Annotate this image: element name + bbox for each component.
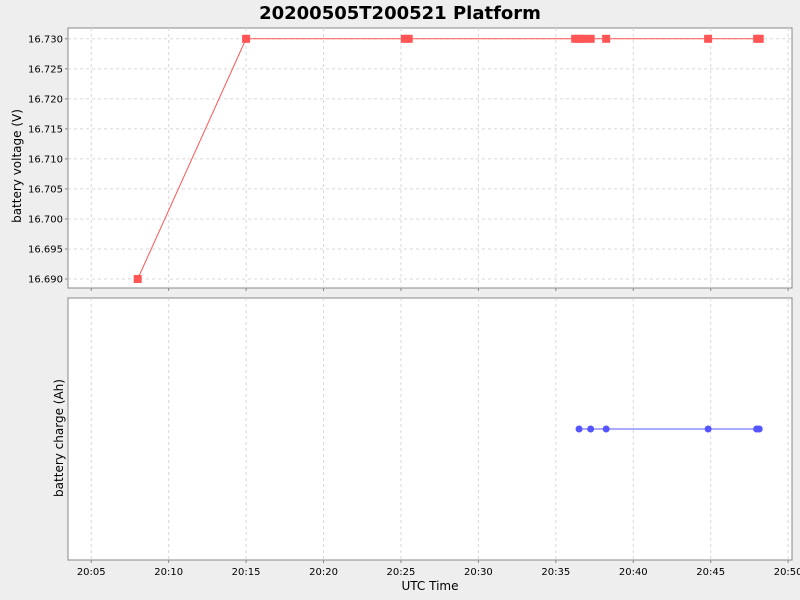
voltage-data-point: [704, 34, 713, 43]
charge-series: [575, 425, 763, 433]
x-tick-label: 20:35: [541, 567, 570, 578]
voltage-plot-area: [67, 27, 793, 289]
voltage-data-point: [586, 34, 595, 43]
charge-data-point: [704, 425, 712, 433]
voltage-y-tick-label: 16.695: [28, 244, 63, 255]
charge-data-point: [602, 425, 610, 433]
voltage-y-axis: 16.690 16.695 16.700 16.705 16.710 16.715 16.7…: [28, 34, 68, 285]
voltage-data-point: [133, 274, 142, 283]
x-tick-label: 20:10: [154, 567, 183, 578]
charge-panel: battery charge (Ah): [52, 297, 793, 561]
charge-data-point: [587, 425, 595, 433]
voltage-data-point: [755, 34, 764, 43]
voltage-y-tick-label: 16.690: [28, 274, 63, 285]
voltage-data-point: [242, 34, 251, 43]
voltage-data-point: [602, 34, 611, 43]
x-tick-label: 20:20: [309, 567, 338, 578]
voltage-y-tick-label: 16.710: [28, 154, 63, 165]
x-axis-label: UTC Time: [402, 579, 459, 593]
x-tick-label: 20:05: [77, 567, 106, 578]
x-axis: 20:05 20:10 20:15 20:20 20:25 20:30 20:35 20:40…: [77, 288, 800, 578]
voltage-y-tick-label: 16.725: [28, 64, 63, 75]
voltage-y-axis-label: battery voltage (V): [10, 109, 24, 223]
voltage-grid: [68, 28, 792, 288]
x-tick-label: 20:15: [232, 567, 261, 578]
voltage-y-tick-label: 16.720: [28, 94, 63, 105]
charge-y-axis-label: battery charge (Ah): [52, 379, 66, 497]
x-tick-label: 20:45: [696, 567, 725, 578]
voltage-y-tick-label: 16.715: [28, 124, 63, 135]
x-tick-label: 20:25: [387, 567, 416, 578]
x-tick-label: 20:30: [464, 567, 493, 578]
charge-grid: [90, 298, 789, 560]
voltage-y-tick-label: 16.700: [28, 214, 63, 225]
x-tick-label: 20:50: [774, 567, 800, 578]
voltage-y-tick-label: 16.705: [28, 184, 63, 195]
chart-title: 20200505T200521 Platform: [259, 3, 541, 24]
charge-data-point: [575, 425, 583, 433]
voltage-series: [133, 34, 764, 283]
charge-data-point: [755, 425, 763, 433]
voltage-data-point: [404, 34, 413, 43]
voltage-panel: 16.690 16.695 16.700 16.705 16.710 16.715 16.7…: [10, 27, 793, 289]
voltage-data-point: [578, 34, 587, 43]
x-tick-label: 20:40: [619, 567, 648, 578]
voltage-y-tick-label: 16.730: [28, 34, 63, 45]
